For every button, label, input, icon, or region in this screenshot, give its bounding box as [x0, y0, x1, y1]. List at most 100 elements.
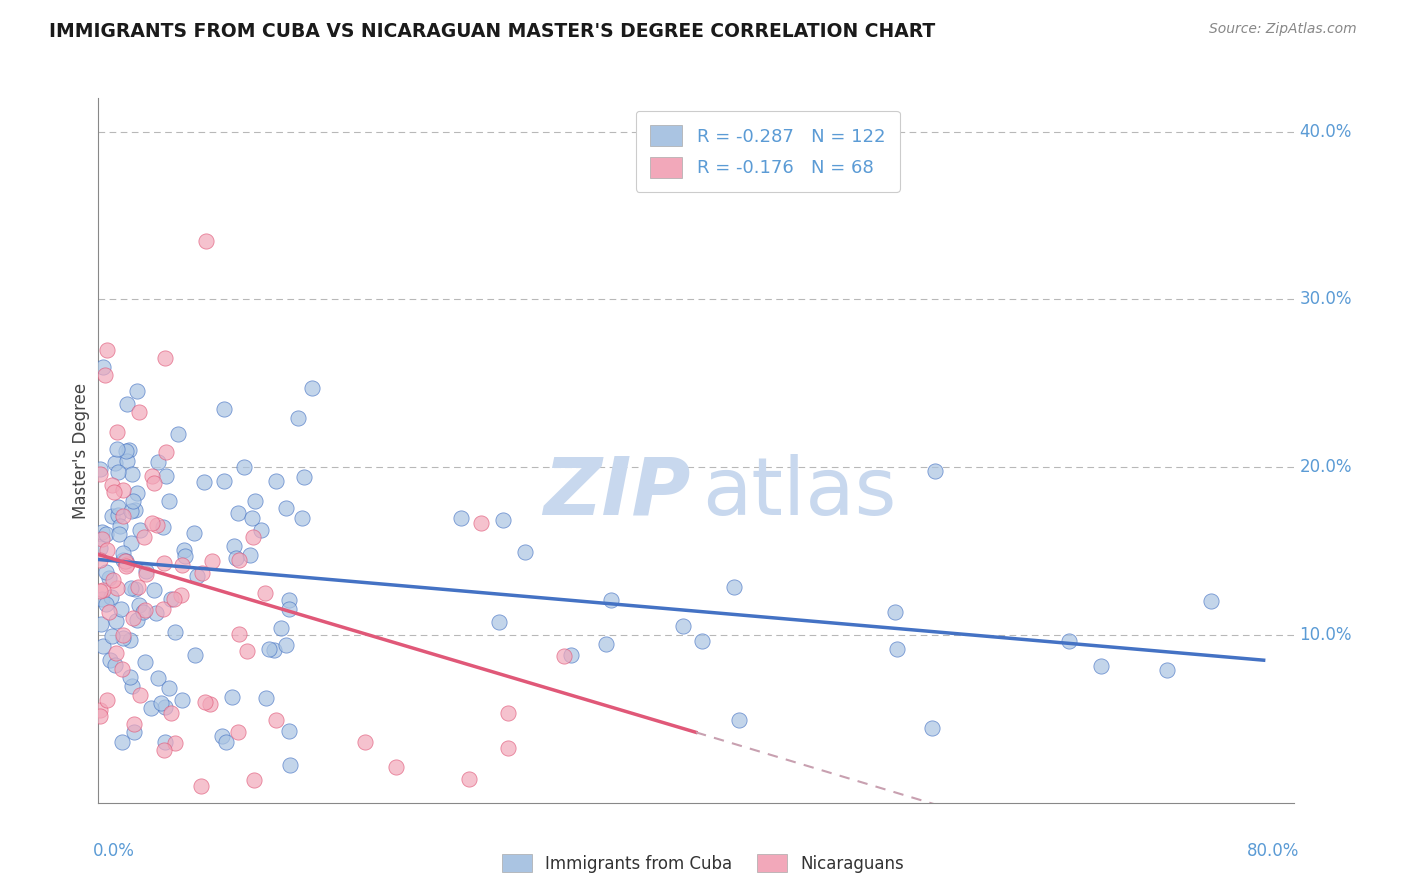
Point [215, 734, 238, 748]
Point [97, 571, 120, 585]
Point [470, 516, 492, 530]
Point [145, 606, 167, 620]
Point [160, 592, 183, 607]
Point [143, 582, 166, 597]
Point [191, 566, 214, 581]
Point [155, 445, 177, 459]
Point [121, 611, 143, 625]
Point [723, 580, 745, 594]
Point [159, 706, 181, 720]
Point [135, 567, 157, 582]
Point [153, 743, 176, 757]
Point [242, 773, 264, 788]
Text: 0.0%: 0.0% [93, 841, 135, 860]
Y-axis label: Master's Degree: Master's Degree [72, 383, 90, 518]
Point [153, 556, 176, 570]
Point [124, 582, 146, 597]
Point [89, 541, 111, 555]
Point [134, 530, 156, 544]
Point [274, 501, 297, 516]
Point [121, 679, 143, 693]
Point [924, 464, 946, 478]
Point [240, 511, 263, 525]
Point [166, 426, 188, 441]
Point [101, 508, 124, 523]
Point [104, 646, 127, 660]
Point [135, 564, 157, 578]
Point [104, 657, 127, 672]
Text: 80.0%: 80.0% [1247, 841, 1299, 860]
Point [122, 716, 145, 731]
Point [104, 457, 127, 471]
Point [111, 735, 134, 749]
Point [278, 592, 301, 607]
Point [228, 506, 250, 520]
Point [93, 639, 115, 653]
Point [118, 670, 141, 684]
Point [226, 724, 249, 739]
Point [225, 550, 247, 565]
Point [165, 736, 187, 750]
Point [127, 384, 149, 399]
Point [132, 605, 155, 619]
Point [146, 672, 169, 686]
Point [672, 619, 695, 633]
Point [115, 443, 138, 458]
Point [170, 588, 193, 602]
Point [492, 513, 515, 527]
Legend: Immigrants from Cuba, Nicaraguans: Immigrants from Cuba, Nicaraguans [495, 847, 911, 880]
Point [183, 648, 205, 662]
Text: 30.0%: 30.0% [1299, 291, 1353, 309]
Point [157, 681, 180, 695]
Point [148, 455, 170, 469]
Point [235, 644, 257, 658]
Point [129, 523, 152, 537]
Point [105, 581, 128, 595]
Point [112, 552, 135, 566]
Point [239, 548, 262, 562]
Point [100, 653, 122, 667]
Point [91, 359, 114, 374]
Point [100, 590, 122, 604]
Point [250, 523, 273, 537]
Point [105, 614, 128, 628]
Point [128, 599, 150, 613]
Point [89, 708, 111, 723]
Point [274, 638, 297, 652]
Point [157, 494, 180, 508]
Point [153, 734, 176, 748]
Point [101, 629, 124, 643]
Point [163, 624, 186, 639]
Point [278, 724, 301, 739]
Point [146, 518, 169, 533]
Point [94, 598, 117, 612]
Point [385, 760, 408, 774]
Point [107, 425, 129, 439]
Point [183, 526, 205, 541]
Point [264, 713, 287, 727]
Point [193, 475, 215, 489]
Point [120, 581, 142, 595]
Point [211, 729, 233, 743]
Point [134, 603, 156, 617]
Point [89, 462, 111, 476]
Point [117, 397, 139, 411]
Point [560, 648, 582, 662]
Point [91, 583, 114, 598]
Point [198, 698, 221, 712]
Point [212, 402, 235, 417]
Point [105, 442, 128, 456]
Point [172, 693, 194, 707]
Point [253, 586, 276, 600]
Text: ZIP: ZIP [543, 454, 690, 532]
Point [89, 583, 111, 598]
Point [212, 475, 235, 489]
Point [121, 467, 143, 482]
Point [228, 552, 250, 566]
Point [111, 483, 134, 497]
Point [120, 536, 142, 550]
Text: 20.0%: 20.0% [1299, 458, 1353, 476]
Point [134, 656, 156, 670]
Point [291, 511, 314, 525]
Point [155, 351, 177, 365]
